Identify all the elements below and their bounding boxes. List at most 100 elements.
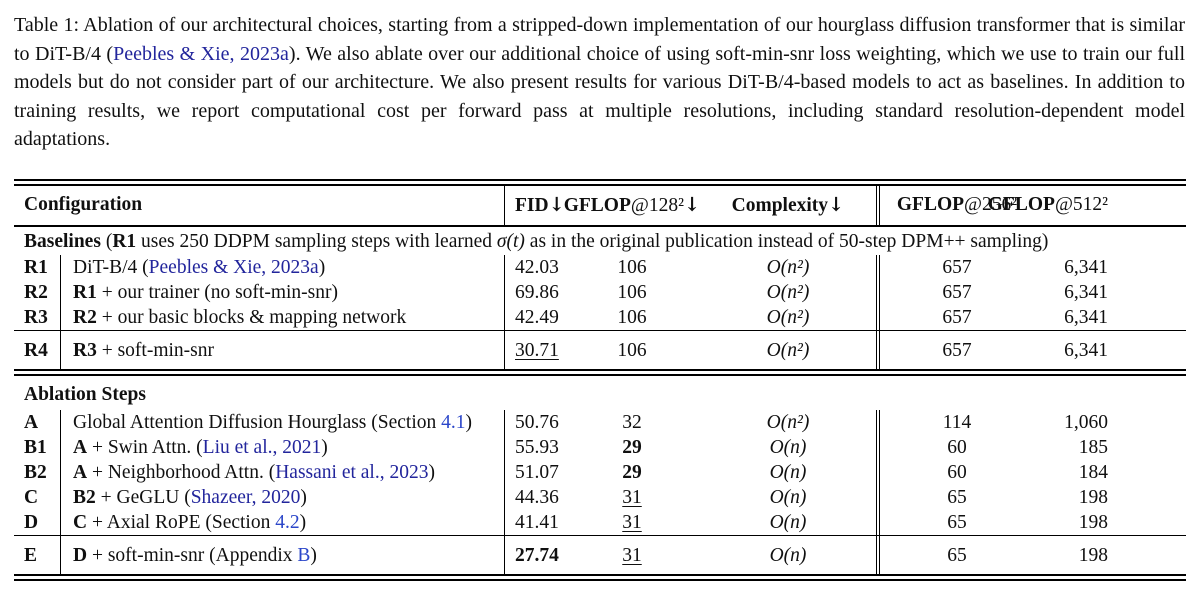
- cell-complexity: O(n): [769, 461, 807, 483]
- section-header-baselines: Baselines (R1 uses 250 DDPM sampling ste…: [24, 230, 1049, 252]
- row-config: D + soft-min-snr (Appendix B): [60, 535, 504, 574]
- table-row-d: D C + Axial RoPE (Section 4.2) 41.41 31 …: [14, 509, 1186, 535]
- down-arrow-icon: ↓: [548, 192, 565, 216]
- cell-fid: 44.36: [504, 484, 592, 510]
- col-header-complexity: Complexity↓: [731, 192, 845, 216]
- cell-gflop256: 65: [876, 535, 1034, 574]
- cell-complexity: O(n): [769, 511, 807, 533]
- cell-gflop256: 114: [876, 409, 1034, 435]
- table-row-c: C B2 + GeGLU (Shazeer, 2020) 44.36 31 O(…: [14, 484, 1186, 510]
- cell-complexity: O(n): [769, 486, 807, 508]
- row-key: D: [24, 511, 39, 533]
- citation-link[interactable]: Hassani et al., 2023: [275, 461, 429, 483]
- table-bottom-rule: [14, 573, 1186, 581]
- row-key: R3: [24, 306, 48, 328]
- cell-fid: 42.03: [504, 254, 592, 280]
- citation-link[interactable]: Shazeer, 2020: [190, 486, 301, 508]
- cell-gflop128: 106: [617, 281, 647, 303]
- cell-gflop256: 65: [876, 509, 1034, 535]
- table-row-r2: R2 R1 + our trainer (no soft-min-snr) 69…: [14, 279, 1186, 305]
- table-row-r3: R3 R2 + our basic blocks & mapping netwo…: [14, 304, 1186, 330]
- cell-gflop512: 6,341: [1064, 339, 1108, 361]
- ablation-table: Configuration FID↓ GFLOP@128²↓ Complexit…: [14, 178, 1186, 581]
- row-key: C: [24, 486, 39, 508]
- row-config: A + Neighborhood Attn. (Hassani et al., …: [60, 459, 504, 485]
- col-header-gflop256: GFLOP@256²: [876, 185, 1034, 225]
- citation-link[interactable]: Peebles & Xie, 2023a: [148, 256, 319, 278]
- cell-gflop128: 32: [622, 411, 642, 433]
- cell-gflop256: 657: [876, 279, 1034, 305]
- table-row-r4: R4 R3 + soft-min-snr 30.71 106 O(n²) 657…: [14, 330, 1186, 369]
- down-arrow-icon: ↓: [828, 192, 845, 216]
- cell-complexity: O(n²): [766, 281, 810, 303]
- cell-gflop512: 6,341: [1064, 256, 1108, 278]
- table-row-e: E D + soft-min-snr (Appendix B) 27.74 31…: [14, 535, 1186, 574]
- cell-complexity: O(n²): [766, 339, 810, 361]
- table-row-b1: B1 A + Swin Attn. (Liu et al., 2021) 55.…: [14, 434, 1186, 460]
- table-row-b2: B2 A + Neighborhood Attn. (Hassani et al…: [14, 459, 1186, 485]
- caption-text-post: ). We also ablate over our additional ch…: [14, 42, 1186, 151]
- row-key: E: [24, 544, 38, 566]
- cell-gflop256: 65: [876, 484, 1034, 510]
- appendix-ref-link[interactable]: B: [297, 544, 311, 566]
- cell-gflop512: 198: [1078, 511, 1108, 533]
- rule-between-sections: [14, 368, 1186, 376]
- sigma-t-math: σ(t): [496, 230, 525, 252]
- cell-gflop512: 185: [1078, 436, 1108, 458]
- row-key: R4: [24, 339, 48, 361]
- section-ref-link[interactable]: 4.2: [275, 511, 300, 533]
- cell-gflop128: 29: [622, 461, 642, 483]
- table-row-r1: R1 DiT-B/4 (Peebles & Xie, 2023a) 42.03 …: [14, 254, 1186, 280]
- row-key: A: [24, 411, 39, 433]
- down-arrow-icon: ↓: [683, 192, 701, 216]
- cell-complexity: O(n): [769, 544, 807, 566]
- col-header-gflop128: GFLOP@128²↓: [563, 192, 701, 216]
- cell-complexity: O(n²): [766, 411, 810, 433]
- cell-fid: 55.93: [504, 434, 592, 460]
- cell-fid: 50.76: [504, 409, 592, 435]
- cell-fid: 41.41: [504, 509, 592, 535]
- cell-gflop256: 657: [876, 254, 1034, 280]
- row-key: B1: [24, 436, 47, 458]
- cell-gflop512: 184: [1078, 461, 1108, 483]
- cell-gflop128: 106: [617, 306, 647, 328]
- row-config: R2 + our basic blocks & mapping network: [60, 304, 504, 330]
- cell-fid: 27.74: [504, 535, 592, 574]
- cell-gflop512: 198: [1078, 544, 1108, 566]
- section-ref-link[interactable]: 4.1: [441, 411, 466, 433]
- row-key: B2: [24, 461, 47, 483]
- cell-gflop512: 198: [1078, 486, 1108, 508]
- row-config: B2 + GeGLU (Shazeer, 2020): [60, 484, 504, 510]
- table-top-rule: [14, 178, 1186, 186]
- rule-above-r4: [14, 329, 1186, 331]
- row-config: DiT-B/4 (Peebles & Xie, 2023a): [60, 254, 504, 280]
- cell-fid: 69.86: [504, 279, 592, 305]
- cell-gflop128: 31: [622, 544, 642, 566]
- row-config: C + Axial RoPE (Section 4.2): [60, 509, 504, 535]
- cell-gflop256: 657: [876, 304, 1034, 330]
- cell-gflop128: 31: [622, 486, 642, 508]
- cell-fid: 42.49: [504, 304, 592, 330]
- row-key: R2: [24, 281, 48, 303]
- cell-gflop256: 60: [876, 434, 1034, 460]
- table-header-row: Configuration FID↓ GFLOP@128²↓ Complexit…: [14, 185, 1186, 227]
- cell-gflop512: 6,341: [1064, 306, 1108, 328]
- cell-gflop512: 1,060: [1064, 411, 1108, 433]
- cell-gflop128: 31: [622, 511, 642, 533]
- row-config: R1 + our trainer (no soft-min-snr): [60, 279, 504, 305]
- row-config: A + Swin Attn. (Liu et al., 2021): [60, 434, 504, 460]
- row-key: R1: [24, 256, 48, 278]
- cell-fid: 30.71: [504, 330, 592, 369]
- cell-gflop128: 29: [622, 436, 642, 458]
- row-config: R3 + soft-min-snr: [60, 330, 504, 369]
- cell-fid: 51.07: [504, 459, 592, 485]
- caption-text-pre: Table 1: Ablation of our architectural c…: [14, 14, 1185, 65]
- row-config: Global Attention Diffusion Hourglass (Se…: [60, 409, 504, 435]
- col-header-gflop512: GFLOP@512²: [987, 193, 1108, 215]
- cell-complexity: O(n²): [766, 306, 810, 328]
- cell-gflop128: 106: [617, 339, 647, 361]
- caption-citation-link[interactable]: Peebles & Xie, 2023a: [113, 42, 289, 65]
- citation-link[interactable]: Liu et al., 2021: [202, 436, 322, 458]
- cell-complexity: O(n²): [766, 256, 810, 278]
- table-row-a: A Global Attention Diffusion Hourglass (…: [14, 409, 1186, 435]
